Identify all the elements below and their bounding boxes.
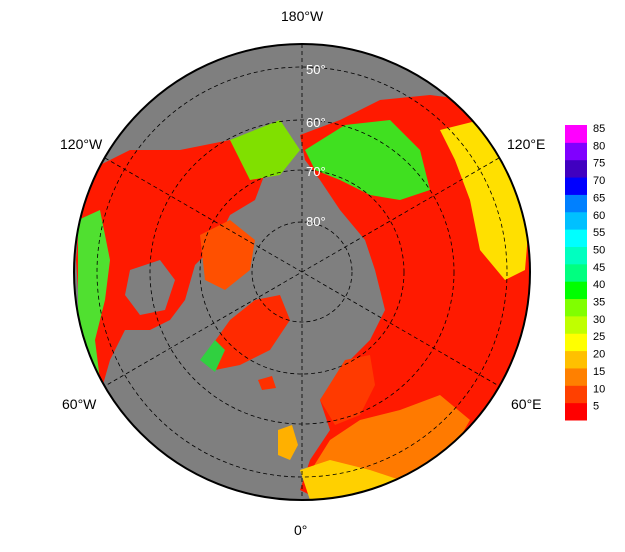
colorbar-tick-label: 35 (593, 297, 605, 309)
lon-label-180w: 180°W (281, 8, 324, 24)
lat-label-60: 60° (306, 115, 326, 130)
colorbar-tick-label: 25 (593, 331, 605, 343)
colorbar-tick-label: 30 (593, 314, 605, 326)
graticule (96, 44, 508, 500)
colorbar-swatch (565, 402, 587, 421)
colorbar-tick-label: 45 (593, 262, 605, 274)
colorbar-swatch (565, 229, 587, 247)
lon-label-0: 0° (294, 522, 308, 538)
colorbar-swatch (565, 125, 587, 143)
lat-label-80: 80° (306, 214, 326, 229)
meridian-120e-60w (104, 157, 500, 387)
map-border (73, 43, 531, 501)
colorbar-tick-label: 85 (593, 123, 605, 135)
colorbar-tick-label: 55 (593, 227, 605, 239)
north-america-landmass (76, 140, 270, 395)
europe-south-region (300, 460, 400, 500)
uk-islands (278, 425, 298, 460)
land-layer (76, 95, 530, 500)
alaska-mixed (230, 120, 300, 180)
colorbar-tick-label: 60 (593, 210, 605, 222)
colorbar-swatch (565, 246, 587, 265)
colorbar-tick-label: 80 (593, 140, 605, 152)
colorbar-swatch (565, 263, 587, 282)
colorbar-swatch (565, 385, 587, 404)
colorbar-swatch (565, 211, 587, 230)
colorbar-tick-label: 40 (593, 279, 605, 291)
colorbar-tick-label: 10 (593, 383, 605, 395)
colorbar-tick-label: 20 (593, 349, 605, 361)
colorbar-ticks: 85 80 75 70 65 60 55 50 45 40 35 30 25 20 15 10 5 (593, 123, 605, 413)
colorbar-tick-label: 65 (593, 192, 605, 204)
scandinavia (320, 355, 375, 425)
colorbar-tick-label: 70 (593, 175, 605, 187)
colorbar-tick-label: 75 (593, 158, 605, 170)
colorbar-tick-label: 5 (593, 401, 599, 413)
latitude-labels: 50° 60° 70° 80° (306, 62, 326, 229)
america-west-mixed (78, 210, 110, 380)
lon-label-60w: 60°W (62, 396, 97, 412)
iceland (258, 376, 276, 390)
colorbar-swatch (565, 194, 587, 213)
colorbar-swatch (565, 142, 587, 161)
colorbar-swatch (565, 367, 587, 386)
lat-circle-50 (96, 66, 508, 478)
greenland-coast-mixed (200, 340, 225, 372)
colorbar-swatches (565, 125, 587, 421)
colorbar-tick-label: 15 (593, 366, 605, 378)
lat-label-50: 50° (306, 62, 326, 77)
arctic-archipelago (200, 220, 255, 290)
greenland (205, 295, 290, 370)
colorbar-swatch (565, 333, 587, 352)
colorbar-swatch (565, 298, 587, 317)
colorbar-tick-label: 50 (593, 244, 605, 256)
hudson-bay (125, 260, 175, 315)
colorbar-swatch (565, 281, 587, 300)
lat-circle-80 (251, 221, 353, 323)
lon-label-120e: 120°E (507, 136, 546, 152)
lon-label-120w: 120°W (60, 136, 103, 152)
lon-label-60e: 60°E (511, 396, 542, 412)
colorbar-swatch (565, 177, 587, 195)
colorbar-swatch (565, 350, 587, 369)
lat-label-70: 70° (306, 164, 326, 179)
siberia-north-mixed (305, 120, 430, 200)
colorbar-swatch (565, 315, 587, 334)
colorbar-swatch (565, 159, 587, 178)
